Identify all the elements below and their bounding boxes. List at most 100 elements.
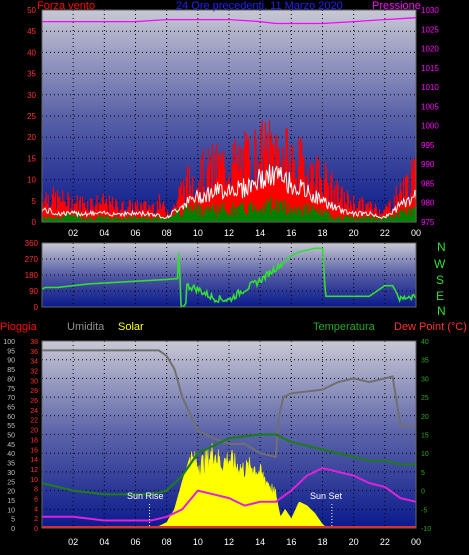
pressure-tick-label: 975 — [421, 218, 435, 227]
rain-tick-label: 22 — [30, 418, 38, 425]
plot-frame-temp — [41, 340, 417, 529]
compass-label-e: E — [436, 289, 445, 303]
wind-tick-label: 5 — [32, 197, 37, 206]
direction-tick-label: 270 — [25, 255, 39, 264]
page-title: 24 Ore precedenti, 11 Marzo 2020 — [176, 0, 343, 12]
wind-tick-label: 40 — [27, 48, 36, 57]
pressure-tick-label: 990 — [421, 160, 435, 169]
rain-tick-label: 36 — [30, 349, 38, 356]
gust-series — [41, 164, 417, 220]
wind-tick-label: 0 — [32, 218, 37, 227]
wind-pressure-panel: 0510152025303540455097598098599099510001… — [27, 6, 439, 238]
direction-tick-label: 90 — [29, 287, 38, 296]
temperature-axis-label: Temperatura — [313, 321, 375, 333]
direction-tick-label: 180 — [25, 271, 39, 280]
plot-frame-wind — [41, 9, 417, 223]
wind-axis-label: Forza vento — [37, 0, 96, 12]
pressure-series — [42, 17, 417, 25]
rain-tick-label: 18 — [30, 437, 38, 444]
rain-tick-label: 4 — [34, 506, 38, 513]
rain-axis-label: Pioggia — [0, 321, 37, 333]
x-tick-label: 10 — [193, 228, 203, 238]
x-tick-label: 02 — [68, 537, 78, 547]
x-tick-label: 08 — [162, 228, 172, 238]
x-tick-label: 04 — [99, 228, 109, 238]
pressure-tick-label: 980 — [421, 199, 435, 208]
wind-tick-label: 15 — [27, 154, 36, 163]
direction-tick-label: 360 — [25, 239, 39, 248]
x-tick-label: 18 — [317, 228, 327, 238]
wind-tick-label: 20 — [27, 133, 36, 142]
dewpoint-series — [42, 467, 417, 522]
pressure-tick-label: 1010 — [421, 83, 439, 92]
compass-label-n-top: N — [437, 240, 446, 254]
humidity-tick-label: 20 — [7, 489, 15, 496]
x-tick-label: 22 — [380, 537, 390, 547]
rain-tick-label: 26 — [30, 398, 38, 405]
plot-frame-direction — [41, 242, 417, 308]
humidity-tick-label: 0 — [11, 526, 15, 533]
rain-tick-label: 8 — [34, 487, 38, 494]
humidity-tick-label: 90 — [7, 358, 15, 365]
sun-set-annotation: Sun Set — [310, 491, 343, 501]
humidity-tick-label: 100 — [3, 339, 15, 346]
humidity-tick-label: 10 — [7, 507, 15, 514]
humidity-tick-label: 75 — [7, 386, 15, 393]
humidity-tick-label: 35 — [7, 461, 15, 468]
direction-tick-label: 0 — [34, 303, 39, 312]
pressure-tick-label: 1020 — [421, 45, 439, 54]
solar-axis-label: Solar — [118, 321, 144, 333]
temp-tick-label: 20 — [421, 414, 429, 421]
temp-tick-label: 25 — [421, 395, 429, 402]
sun-rise-annotation: Sun Rise — [127, 491, 164, 501]
humidity-tick-label: 50 — [7, 433, 15, 440]
humidity-tick-label: 25 — [7, 479, 15, 486]
humidity-axis-label: Umidita — [67, 321, 105, 333]
x-tick-label: 14 — [255, 537, 265, 547]
x-tick-label: 08 — [162, 537, 172, 547]
temp-tick-label: 35 — [421, 358, 429, 365]
pressure-tick-label: 1030 — [421, 6, 439, 15]
wind-tick-label: 10 — [27, 176, 36, 185]
x-tick-label: 04 — [99, 537, 109, 547]
x-tick-label: 16 — [286, 228, 296, 238]
rain-tick-label: 2 — [34, 516, 38, 523]
temp-tick-label: -10 — [421, 526, 431, 533]
pressure-tick-label: 1025 — [421, 25, 439, 34]
rain-tick-label: 10 — [30, 477, 38, 484]
dewpoint-axis-label: Dew Point (°C) — [394, 321, 467, 333]
rain-tick-label: 16 — [30, 447, 38, 454]
x-tick-label: 18 — [317, 537, 327, 547]
wind-tick-label: 30 — [27, 91, 36, 100]
temperature-series — [41, 433, 416, 496]
rain-tick-label: 34 — [30, 359, 38, 366]
humidity-series — [42, 349, 417, 459]
x-tick-label: 06 — [130, 228, 140, 238]
compass-label-s: S — [436, 273, 445, 287]
wind-tick-label: 25 — [27, 112, 36, 121]
humidity-tick-label: 80 — [7, 376, 15, 383]
x-tick-label: 00 — [411, 228, 421, 238]
temp-humidity-panel: 0510152025303540455055606570758085909510… — [3, 339, 431, 547]
x-tick-label: 20 — [349, 228, 359, 238]
compass-label-n-bottom: N — [437, 304, 446, 318]
humidity-tick-label: 65 — [7, 404, 15, 411]
temp-tick-label: 0 — [421, 489, 425, 496]
wind-direction-panel: 0 90 180 270 360 — [25, 239, 417, 312]
pressure-tick-label: 995 — [421, 141, 435, 150]
pressure-tick-label: 1000 — [421, 122, 439, 131]
x-tick-label: 20 — [349, 537, 359, 547]
humidity-tick-label: 30 — [7, 470, 15, 477]
rain-tick-label: 20 — [30, 428, 38, 435]
rain-tick-label: 24 — [30, 408, 38, 415]
wind-tick-label: 35 — [27, 70, 36, 79]
pressure-tick-label: 985 — [421, 179, 435, 188]
rain-tick-label: 38 — [30, 339, 38, 346]
pressure-tick-label: 1005 — [421, 102, 439, 111]
rain-tick-label: 0 — [34, 526, 38, 533]
x-tick-label: 02 — [68, 228, 78, 238]
temp-tick-label: 30 — [421, 376, 429, 383]
temp-tick-label: 10 — [421, 451, 429, 458]
humidity-tick-label: 60 — [7, 414, 15, 421]
